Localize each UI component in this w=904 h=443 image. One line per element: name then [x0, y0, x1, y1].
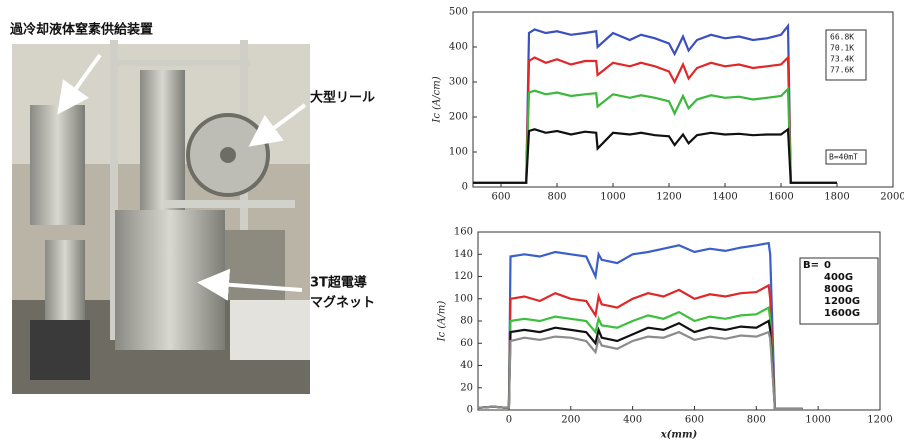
x-tick-label: 800 [547, 192, 566, 203]
y-tick-label: 120 [454, 271, 473, 282]
x-tick-label: 1400 [712, 192, 737, 203]
y-tick-label: 160 [454, 227, 473, 238]
x-tick-label: 600 [685, 415, 704, 426]
legend-entry: 400G [824, 272, 853, 283]
y-tick-label: 80 [460, 316, 473, 327]
x-tick-label: 1000 [805, 415, 830, 426]
x-axis-label: x(mm) [660, 430, 698, 441]
y-tick-label: 40 [460, 360, 473, 371]
series-line [477, 241, 803, 410]
series-line [473, 127, 837, 184]
y-axis-label: Ic (A/cm) [432, 76, 443, 123]
series-line [477, 319, 803, 410]
legend-entry: 0 [824, 260, 831, 271]
series-line [477, 330, 803, 410]
plot-frame [472, 11, 894, 188]
x-tick-label: 400 [623, 415, 642, 426]
y-tick-label: 100 [449, 147, 468, 158]
x-tick-label: 1200 [867, 415, 892, 426]
x-tick-label: 800 [747, 415, 766, 426]
x-tick-label: 1800 [824, 192, 849, 203]
legend-entry: 70.1K [830, 44, 854, 53]
annotation-box [825, 149, 867, 165]
legend-title: B= [803, 260, 819, 271]
y-tick-label: 500 [449, 7, 468, 18]
annotation: B=40mT [829, 153, 858, 162]
y-tick-label: 200 [449, 112, 468, 123]
photo-label: 大型リール [310, 90, 375, 106]
series-line [473, 54, 837, 184]
y-tick-label: 60 [460, 338, 473, 349]
legend-entry: 73.4K [830, 55, 854, 64]
photo-label: 過冷却液体窒素供給装置 [9, 22, 153, 38]
photo [12, 40, 310, 394]
y-tick-label: 100 [454, 293, 473, 304]
y-tick-label: 0 [462, 182, 468, 193]
x-tick-label: 2000 [880, 192, 904, 203]
series-line [477, 283, 803, 410]
x-tick-label: 1200 [656, 192, 681, 203]
y-axis-label: Ic (A/m) [437, 301, 448, 343]
y-tick-label: 140 [454, 249, 473, 260]
x-tick-label: 1000 [600, 192, 625, 203]
photo-label: 3T超電導 [310, 275, 367, 291]
y-tick-label: 300 [449, 77, 468, 88]
legend-entry: 66.8K [830, 33, 854, 42]
y-tick-label: 0 [467, 405, 473, 416]
series-line [477, 305, 803, 410]
y-tick-label: 400 [449, 42, 468, 53]
legend-entry: 1600G [824, 308, 860, 319]
series-line [473, 86, 837, 184]
legend-entry: 800G [824, 284, 853, 295]
x-tick-label: 600 [491, 192, 510, 203]
legend-box [825, 29, 867, 81]
legend-box [799, 257, 879, 325]
x-tick-label: 1600 [768, 192, 793, 203]
x-tick-label: 0 [506, 415, 512, 426]
photo-label: マグネット [310, 295, 375, 311]
legend-entry: 1200G [824, 296, 860, 307]
series-line [473, 22, 837, 184]
x-tick-label: 200 [561, 415, 580, 426]
legend-entry: 77.6K [830, 66, 854, 75]
y-tick-label: 20 [460, 382, 473, 393]
